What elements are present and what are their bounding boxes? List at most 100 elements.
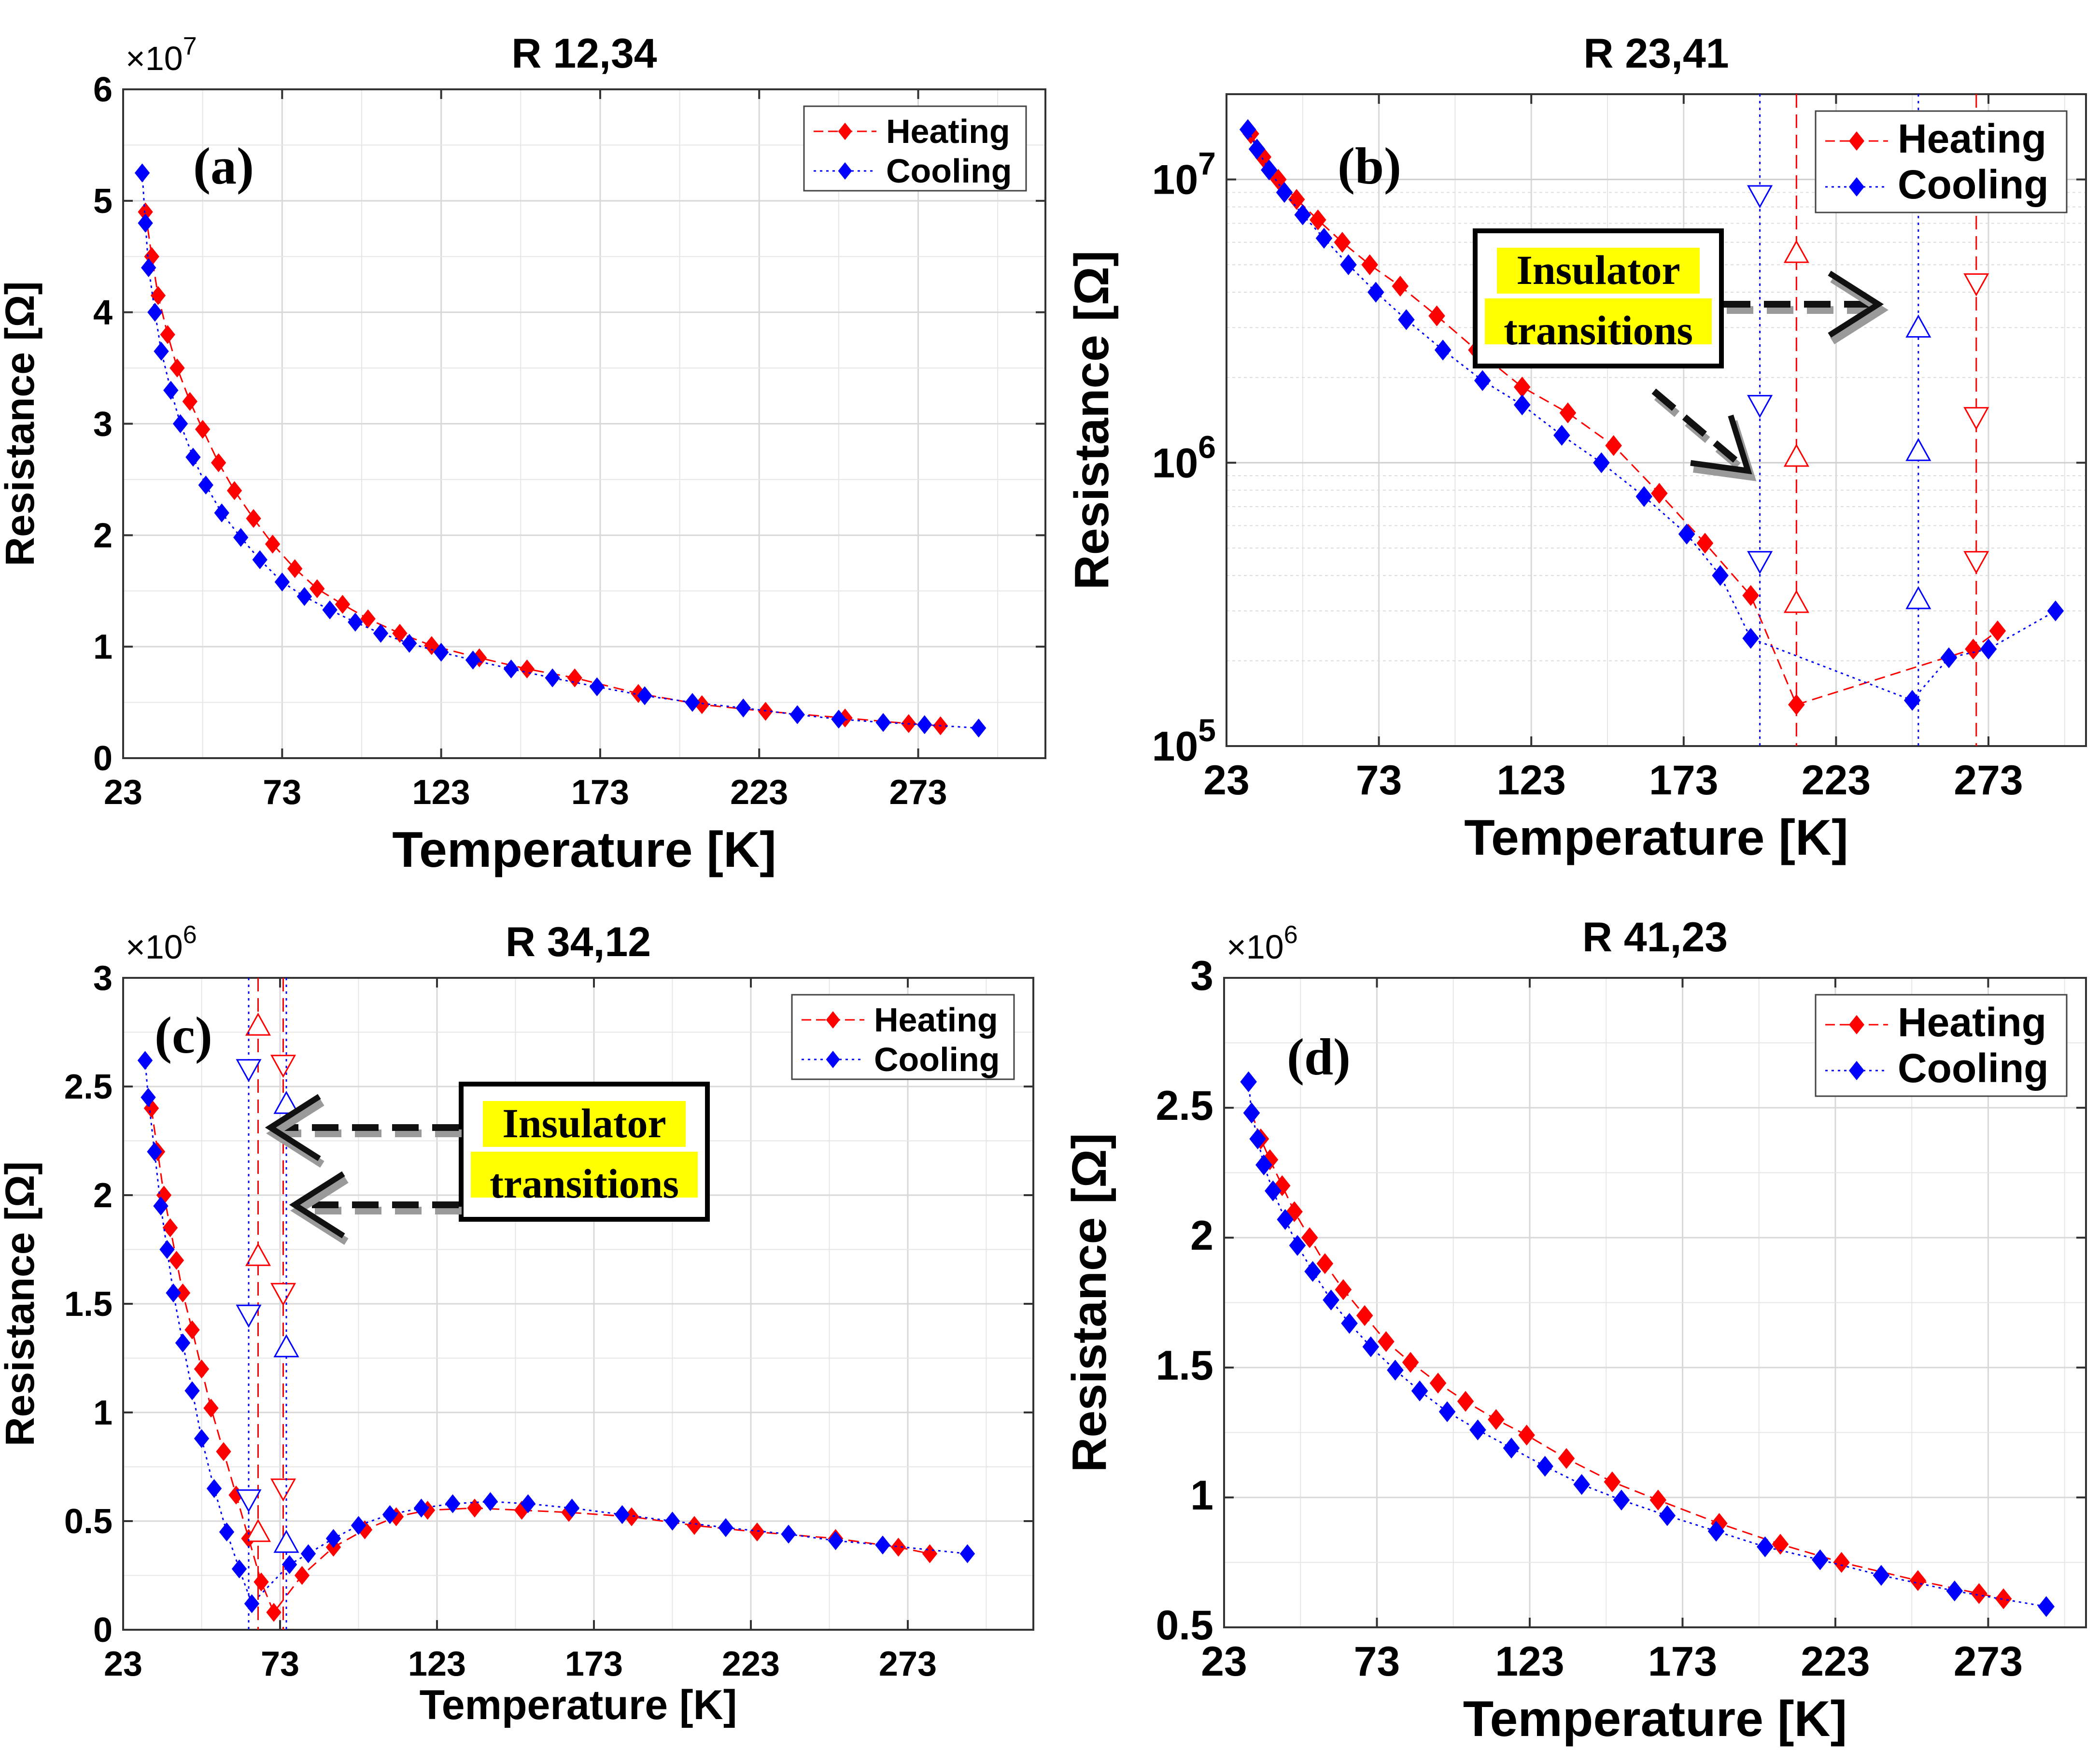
data-point [1903, 690, 1921, 711]
x-axis-label: Temperature [K] [392, 822, 776, 878]
data-point [310, 579, 325, 598]
data-point [335, 594, 351, 614]
data-point [1946, 1581, 1963, 1602]
data-point [1261, 159, 1278, 181]
y-tick-base: 10 [1152, 723, 1198, 770]
data-point [971, 719, 987, 738]
panel-label: (b) [1338, 138, 1401, 195]
data-point [216, 1442, 231, 1461]
legend-box [1815, 110, 2068, 213]
data-point [567, 668, 582, 688]
data-point [1323, 1289, 1339, 1311]
data-point [831, 709, 846, 729]
data-point [1963, 551, 1989, 574]
data-point [2047, 600, 2064, 621]
data-point [1402, 1352, 1419, 1373]
data-point [735, 698, 751, 718]
data-point [160, 325, 175, 344]
x-axis-label: Temperature [K] [1463, 1691, 1847, 1747]
data-point [1812, 1549, 1829, 1570]
data-point [373, 623, 389, 643]
data-point [482, 1492, 498, 1511]
data-point [169, 1251, 184, 1270]
y-multiplier-exponent: 6 [1284, 921, 1298, 949]
y-tick-label: 0 [93, 739, 113, 778]
data-point [1747, 395, 1773, 418]
data-point [231, 1559, 247, 1579]
chart-title: R 34,12 [506, 919, 651, 965]
y-tick-label: 2 [93, 1176, 113, 1215]
data-point [273, 1090, 299, 1114]
data-point [1240, 1071, 1257, 1092]
arrow-head-shadow [1830, 275, 1889, 345]
series-cooling-transition-2 [273, 978, 299, 1630]
x-tick-label: 23 [1203, 757, 1250, 804]
data-point [1742, 628, 1759, 649]
series-heating [138, 202, 948, 735]
data-point [1989, 620, 2006, 642]
data-point [147, 303, 163, 322]
data-point [2038, 1596, 2055, 1617]
data-point [141, 258, 156, 277]
data-point [890, 1538, 906, 1557]
legend-marker [826, 1011, 840, 1029]
y-tick-label: 2.5 [1156, 1083, 1213, 1129]
data-point [1243, 1102, 1260, 1124]
data-point [503, 659, 519, 678]
legend-marker [1849, 1015, 1864, 1034]
data-point [917, 715, 932, 734]
data-point [348, 612, 363, 632]
y-tick-label: 106 [1152, 429, 1216, 486]
y-tick-label: 1.5 [64, 1285, 113, 1324]
annotation-highlight [1497, 248, 1700, 294]
data-point [163, 381, 179, 400]
chart-panel-d: 23 73 123 173 223 273 0.5 1 1.5 2 2.5 3 ×106 R 41,23 T… [1062, 914, 2087, 1747]
legend-marker [1849, 177, 1864, 197]
y-tick-exponent: 7 [1198, 146, 1216, 182]
data-point [184, 1320, 200, 1340]
annotation-line-2: transitions [490, 1160, 679, 1207]
data-point [1434, 339, 1452, 361]
y-tick-label: 1 [1190, 1472, 1213, 1519]
series-cooling-transition [236, 978, 262, 1630]
data-point [1783, 443, 1809, 467]
y-tick-label: 107 [1152, 146, 1216, 203]
x-tick-label: 223 [1801, 1638, 1870, 1685]
data-point [245, 1012, 271, 1036]
x-tick-label: 23 [1201, 1638, 1247, 1685]
data-point [270, 1283, 296, 1306]
data-point [1488, 1409, 1505, 1430]
data-point [382, 1505, 398, 1524]
legend-entry-heating: Heating [1898, 1000, 2046, 1045]
data-point [789, 705, 805, 724]
x-tick-label: 173 [1648, 1638, 1718, 1685]
y-tick-exponent: 6 [1198, 429, 1216, 465]
legend-marker [838, 123, 852, 140]
data-point [147, 1142, 162, 1161]
series-cooling [1239, 119, 2064, 711]
data-point [545, 668, 560, 688]
data-point [244, 1594, 260, 1613]
data-point [749, 1522, 765, 1542]
x-tick-label: 73 [263, 773, 301, 812]
data-point [203, 1398, 219, 1418]
chart-title: R 23,41 [1583, 30, 1729, 77]
y-tick-label: 3 [93, 959, 113, 998]
chart-title: R 41,23 [1582, 914, 1728, 960]
data-point [154, 341, 169, 361]
series-cooling [137, 1051, 975, 1613]
data-point [1378, 1331, 1395, 1352]
legend-entry-cooling: Cooling [1898, 1045, 2049, 1091]
y-tick-label: 3 [1190, 953, 1213, 999]
data-point [1255, 1154, 1272, 1175]
data-point [1249, 1128, 1266, 1150]
x-tick-label: 173 [571, 773, 629, 812]
data-point [134, 163, 150, 183]
data-point [1361, 254, 1378, 275]
data-point [236, 1489, 262, 1513]
data-point [1635, 486, 1653, 507]
